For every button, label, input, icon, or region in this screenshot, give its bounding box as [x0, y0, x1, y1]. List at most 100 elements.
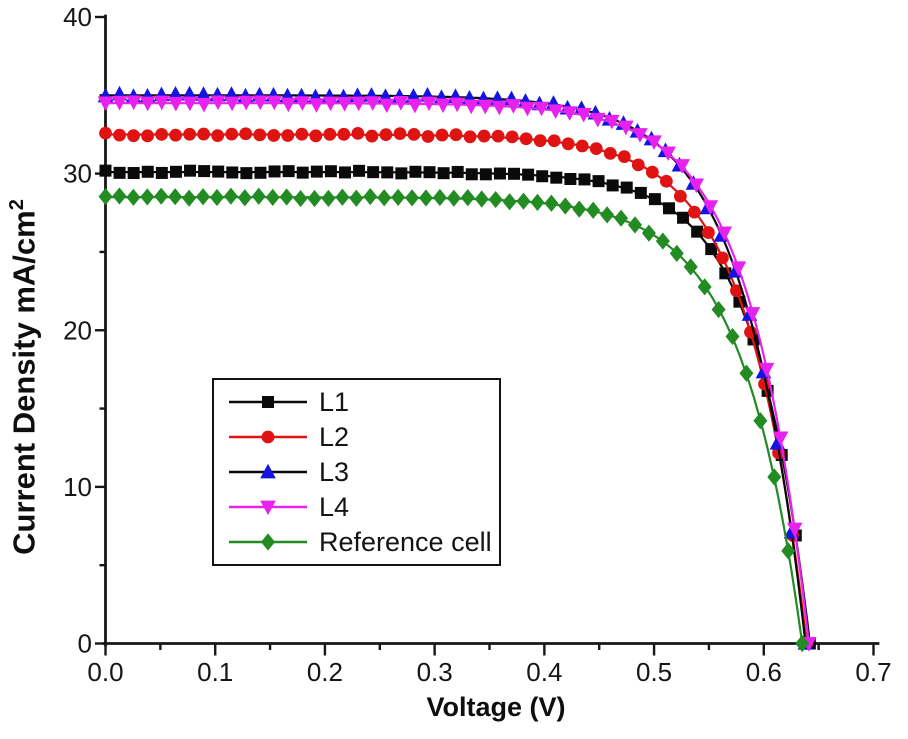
legend-glyph [229, 463, 307, 479]
legend-diamond-marker-icon [227, 527, 309, 557]
data-marker [141, 165, 154, 178]
data-marker [421, 96, 437, 112]
data-marker [662, 202, 675, 215]
data-marker [432, 188, 447, 207]
data-marker [391, 188, 406, 206]
data-marker [772, 431, 789, 447]
data-marker [337, 127, 351, 141]
data-marker [168, 188, 183, 206]
legend-circle-marker-icon [227, 422, 309, 452]
data-marker [502, 193, 517, 211]
legend-glyph [229, 533, 307, 551]
data-marker [564, 173, 577, 186]
data-marker [674, 159, 690, 174]
data-marker [322, 96, 339, 112]
data-marker [184, 164, 197, 177]
data-marker [113, 166, 126, 179]
data-marker [309, 129, 323, 143]
data-marker [308, 98, 325, 113]
data-marker [349, 189, 364, 207]
x-tick-label: 0.4 [526, 657, 562, 687]
legend-row-l3: L3 [227, 456, 493, 488]
data-marker [688, 205, 701, 219]
legend-label-l2: L2 [319, 421, 350, 452]
data-marker [688, 178, 705, 194]
series-l4 [97, 95, 817, 652]
data-marker [296, 166, 309, 179]
series-l2 [99, 126, 813, 650]
data-marker [307, 189, 322, 208]
data-marker [127, 167, 140, 180]
data-marker [488, 190, 503, 209]
data-marker [268, 165, 281, 178]
data-marker [377, 189, 392, 207]
data-marker [198, 165, 211, 178]
data-marker [465, 168, 478, 181]
data-marker [730, 261, 747, 277]
data-marker [335, 188, 350, 206]
data-marker [126, 188, 141, 206]
data-marker [550, 171, 563, 184]
data-marker [655, 232, 670, 250]
legend-glyph [229, 396, 307, 408]
data-marker [321, 189, 336, 207]
data-marker [493, 167, 506, 180]
data-marker [530, 193, 545, 211]
legend-row-l2: L2 [227, 421, 493, 453]
legend-row-reference-cell: Reference cell [227, 526, 493, 558]
data-marker [477, 99, 494, 115]
data-marker [632, 128, 648, 143]
data-marker [99, 164, 112, 177]
y-tick-label: 20 [63, 315, 92, 345]
data-marker [711, 300, 726, 319]
data-marker [139, 96, 156, 112]
data-marker [324, 165, 337, 178]
data-marker [210, 95, 226, 111]
data-marker [618, 120, 634, 136]
data-marker [212, 165, 225, 178]
legend-label-l3: L3 [319, 456, 350, 487]
data-marker [155, 166, 168, 179]
data-marker [739, 364, 754, 382]
data-marker [463, 130, 477, 144]
data-marker [267, 129, 281, 142]
data-marker [614, 209, 629, 227]
x-tick-label: 0.1 [197, 657, 233, 687]
data-marker [575, 139, 589, 153]
data-marker [730, 284, 743, 298]
data-marker [544, 194, 559, 212]
data-marker [716, 251, 729, 265]
data-marker [508, 167, 521, 180]
data-marker [617, 150, 631, 164]
data-marker [463, 99, 479, 115]
data-marker [781, 542, 796, 560]
data-marker [673, 189, 687, 203]
legend-label-reference-cell: Reference cell [319, 526, 492, 557]
data-marker [561, 137, 575, 151]
data-marker [125, 95, 142, 111]
data-marker [253, 128, 267, 142]
data-marker [505, 130, 519, 144]
data-marker [677, 211, 690, 224]
data-marker [223, 187, 238, 205]
data-marker [239, 127, 253, 141]
data-marker [295, 127, 309, 141]
data-marker [310, 165, 323, 178]
tick-labels: 0.0 0.1 0.2 0.3 0.4 0.5 0.6 0.7 0 10 20 30 40 [63, 2, 892, 687]
data-marker [155, 127, 168, 141]
data-marker [168, 96, 184, 112]
data-marker [282, 165, 295, 178]
data-marker [111, 95, 128, 111]
data-marker [98, 187, 113, 206]
data-marker [169, 165, 182, 178]
data-marker [561, 106, 578, 121]
legend-label-l1: L1 [319, 386, 350, 417]
y-tick-label: 30 [63, 159, 92, 189]
data-marker [697, 278, 712, 296]
legend-label-l4: L4 [319, 491, 350, 522]
data-marker [572, 200, 587, 218]
data-marker [446, 189, 461, 207]
legend-row-l1: L1 [227, 386, 493, 418]
data-marker [421, 130, 435, 143]
